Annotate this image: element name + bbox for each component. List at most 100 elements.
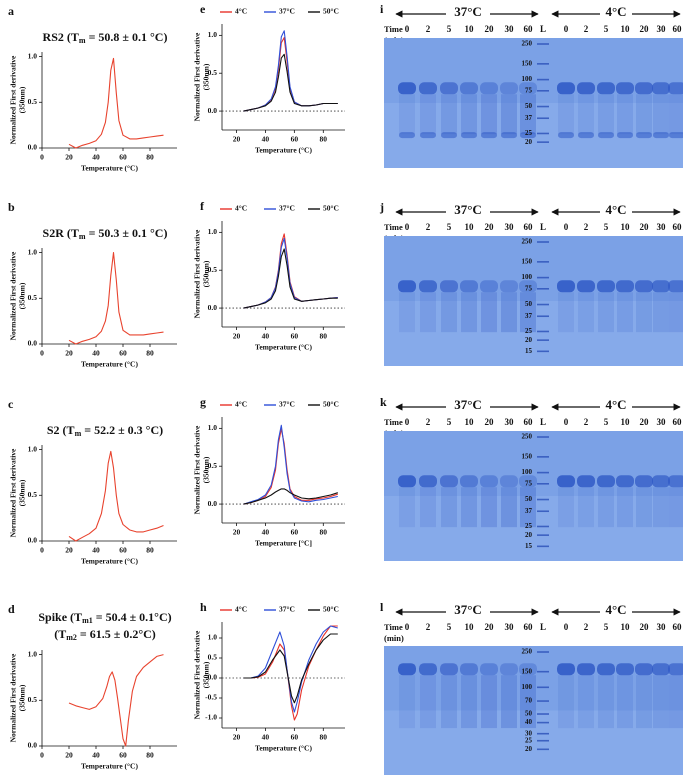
gel-band	[635, 475, 653, 488]
gel-smear	[598, 487, 614, 528]
lane-label: 30	[505, 622, 515, 632]
gel-band	[668, 280, 683, 293]
lane-label: 5	[604, 222, 609, 232]
x-tick-label: 40	[92, 153, 100, 162]
title-subscript: m	[79, 232, 86, 241]
gel-smear	[399, 292, 415, 333]
lane-label: 10	[621, 24, 631, 34]
x-tick-label: 0	[40, 546, 44, 555]
y-tick-label: 0.0	[28, 741, 38, 750]
x-tick-label: 40	[92, 751, 100, 760]
y-axis-label: Normalized First derivative	[9, 55, 18, 144]
y-axis-label: Normalized First derivative	[193, 32, 202, 121]
gel-band	[500, 475, 518, 488]
lane-label: 5	[604, 622, 609, 632]
data-line	[68, 450, 164, 542]
lane-label: 10	[465, 222, 475, 232]
panel-letter: d	[8, 602, 15, 616]
gel-band	[652, 475, 670, 488]
title-part: = 50.8 ± 0.1 °C)	[86, 30, 168, 44]
title-part: (T	[54, 627, 66, 641]
x-tick-label: 40	[262, 528, 270, 537]
data-line	[243, 625, 338, 713]
y-tick-label: 0.0	[28, 143, 38, 152]
gel-band	[616, 82, 634, 95]
gel-smear	[441, 675, 457, 729]
gel-band	[616, 475, 634, 488]
x-tick-label: 60	[119, 546, 127, 555]
gel-smear	[653, 94, 669, 135]
lane-label: 5	[447, 417, 452, 427]
x-tick-label: 60	[119, 349, 127, 358]
gel-band	[460, 82, 478, 95]
x-tick-label: 80	[146, 153, 154, 162]
gel-smear	[669, 94, 683, 135]
ladder-label: 50	[525, 300, 533, 308]
gel-smear	[420, 675, 436, 729]
chart-title: Spike (Tm1 = 50.4 ± 0.1°C)	[38, 610, 171, 625]
ladder-label: 150	[522, 59, 533, 67]
lane-label: 20	[640, 417, 650, 427]
gel-band	[398, 663, 416, 676]
gel-smear	[558, 94, 574, 135]
gel-band	[668, 663, 683, 676]
y-tick-label: 0.5	[208, 68, 218, 77]
lane-label: 2	[426, 222, 431, 232]
data-line	[68, 654, 164, 747]
gel-smear	[578, 675, 594, 729]
gel-smear	[399, 675, 415, 729]
y-tick-label: 0.5	[208, 265, 218, 274]
ladder-label: 50	[525, 495, 533, 503]
lane-label: 30	[505, 417, 515, 427]
ladder-label: 50	[525, 102, 533, 110]
y-axis-label: Normalized First derivative	[9, 251, 18, 340]
chart-title: RS2 (Tm = 50.8 ± 0.1 °C)	[43, 30, 168, 45]
lane-label: 5	[447, 622, 452, 632]
lane-label: 30	[657, 24, 667, 34]
gel-smear	[520, 675, 536, 729]
title-part: = 50.4 ± 0.1°C)	[93, 610, 172, 624]
y-axis-label: Normalized First derivative	[9, 448, 18, 537]
y-tick-label: 0.5	[28, 695, 38, 704]
x-tick-label: 60	[291, 733, 299, 742]
gel-band	[557, 475, 575, 488]
ladder-label: 100	[522, 468, 533, 476]
time-label: Time	[384, 222, 403, 232]
x-tick-label: 60	[291, 135, 299, 144]
ladder-label: 40	[525, 718, 533, 726]
gel-band	[577, 82, 595, 95]
title-part: = 61.5 ± 0.2°C)	[77, 627, 156, 641]
gel-band	[557, 663, 575, 676]
lane-label: 2	[584, 222, 589, 232]
lane-label: 30	[505, 222, 515, 232]
lane-label: 20	[640, 222, 650, 232]
time-label: Time	[384, 417, 403, 427]
data-line	[243, 237, 338, 309]
lane-label: 20	[485, 417, 495, 427]
chart-title: S2R (Tm = 50.3 ± 0.1 °C)	[43, 226, 168, 241]
title-part: = 52.2 ± 0.3 °C)	[81, 423, 163, 437]
gel-band	[480, 82, 498, 95]
gel-band	[480, 663, 498, 676]
title-subscript: m1	[82, 616, 93, 625]
gel-band	[461, 132, 477, 139]
x-tick-label: 20	[65, 751, 73, 760]
gel-band	[519, 82, 537, 95]
ladder-label: 15	[525, 347, 533, 355]
legend-label: 50°C	[323, 605, 339, 614]
lane-label: 60	[673, 222, 683, 232]
y-tick-label: 1.0	[28, 51, 38, 60]
gel-smear	[501, 94, 517, 135]
gel-band	[635, 663, 653, 676]
gel-smear	[669, 675, 683, 729]
y-tick-label: 0.0	[208, 499, 218, 508]
ladder-label: 70	[525, 697, 533, 705]
y-tick-label: 1.0	[208, 227, 218, 236]
ladder-label: 100	[522, 683, 533, 691]
lane-label: 60	[524, 622, 534, 632]
y-tick-label: -1.0	[205, 713, 217, 722]
y-axis-label: (350nm)	[202, 661, 211, 688]
title-subscript: m2	[66, 633, 77, 642]
lane-label: 60	[673, 24, 683, 34]
gel-smear	[481, 292, 497, 333]
